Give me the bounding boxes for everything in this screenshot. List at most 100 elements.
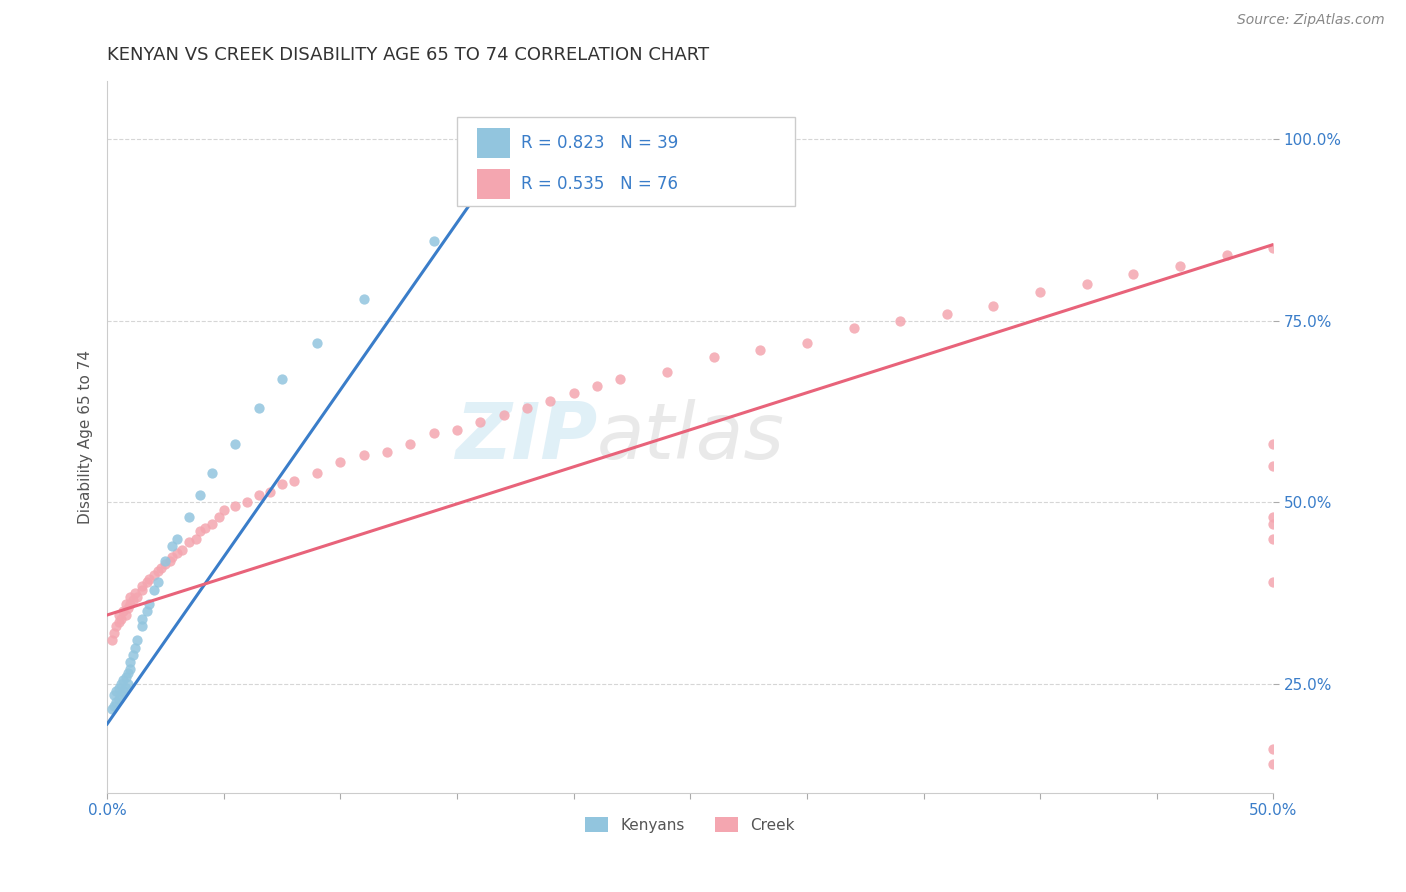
Text: atlas: atlas: [598, 399, 785, 475]
Point: [1263, 756, 1285, 771]
Point: [329, 455, 352, 469]
Point: [190, 488, 212, 502]
Point: [124, 586, 146, 600]
Point: [1263, 437, 1285, 451]
Point: [470, 416, 492, 430]
Point: [142, 568, 165, 582]
Point: [353, 448, 375, 462]
Point: [1263, 532, 1285, 546]
Point: [201, 467, 224, 481]
Point: [131, 582, 153, 597]
Point: [121, 593, 143, 607]
Point: [1122, 267, 1144, 281]
Bar: [477, 169, 509, 199]
Point: [112, 684, 135, 698]
Point: [271, 372, 294, 386]
Point: [103, 626, 125, 640]
Point: [149, 561, 172, 575]
Point: [114, 670, 136, 684]
Point: [1076, 277, 1098, 292]
Point: [114, 681, 136, 695]
Point: [166, 532, 188, 546]
Point: [105, 684, 128, 698]
Point: [307, 467, 329, 481]
Point: [142, 582, 165, 597]
Point: [283, 474, 305, 488]
Point: [422, 234, 444, 248]
Point: [177, 535, 200, 549]
Point: [103, 698, 125, 713]
Point: [121, 648, 143, 662]
Point: [177, 510, 200, 524]
Point: [375, 444, 398, 458]
Point: [159, 553, 181, 567]
Point: [138, 597, 160, 611]
Point: [108, 615, 131, 630]
Point: [562, 386, 585, 401]
Point: [162, 549, 184, 564]
Point: [110, 688, 132, 702]
Point: [135, 604, 157, 618]
Bar: [477, 128, 509, 158]
Point: [1263, 459, 1285, 474]
Point: [148, 575, 170, 590]
Point: [1168, 260, 1191, 274]
Point: [749, 343, 772, 357]
Point: [148, 565, 170, 579]
Point: [1263, 575, 1285, 590]
Point: [703, 350, 725, 364]
Point: [586, 379, 609, 393]
Point: [236, 495, 259, 509]
Point: [112, 604, 135, 618]
Point: [212, 502, 235, 516]
Point: [259, 484, 281, 499]
Point: [162, 539, 184, 553]
Point: [796, 335, 818, 350]
Point: [135, 575, 157, 590]
Point: [224, 499, 246, 513]
Point: [538, 393, 561, 408]
Point: [101, 633, 124, 648]
Text: R = 0.823   N = 39: R = 0.823 N = 39: [522, 134, 679, 152]
Point: [1263, 241, 1285, 255]
FancyBboxPatch shape: [457, 117, 796, 206]
Point: [655, 365, 678, 379]
Point: [117, 677, 139, 691]
Point: [983, 299, 1005, 313]
Point: [1215, 248, 1237, 262]
Point: [492, 190, 515, 204]
Point: [108, 607, 131, 622]
Point: [224, 437, 246, 451]
Point: [1263, 510, 1285, 524]
Text: R = 0.535   N = 76: R = 0.535 N = 76: [522, 175, 678, 193]
Point: [112, 673, 135, 688]
Point: [105, 619, 128, 633]
Point: [609, 372, 631, 386]
Point: [127, 633, 149, 648]
Point: [120, 597, 142, 611]
Point: [208, 510, 231, 524]
Point: [1263, 517, 1285, 532]
Point: [120, 663, 142, 677]
Point: [307, 335, 329, 350]
Point: [889, 314, 911, 328]
Point: [155, 557, 177, 571]
Point: [120, 655, 142, 669]
Point: [110, 612, 132, 626]
Point: [353, 292, 375, 306]
Point: [120, 590, 142, 604]
Point: [399, 437, 422, 451]
Text: Source: ZipAtlas.com: Source: ZipAtlas.com: [1237, 13, 1385, 28]
Point: [117, 600, 139, 615]
Point: [935, 306, 957, 320]
Point: [131, 619, 153, 633]
Point: [110, 677, 132, 691]
Point: [108, 691, 131, 706]
Point: [155, 553, 177, 567]
Point: [271, 477, 294, 491]
Point: [103, 688, 125, 702]
Point: [127, 590, 149, 604]
Point: [170, 542, 193, 557]
Point: [247, 488, 270, 502]
Text: KENYAN VS CREEK DISABILITY AGE 65 TO 74 CORRELATION CHART: KENYAN VS CREEK DISABILITY AGE 65 TO 74 …: [107, 46, 709, 64]
